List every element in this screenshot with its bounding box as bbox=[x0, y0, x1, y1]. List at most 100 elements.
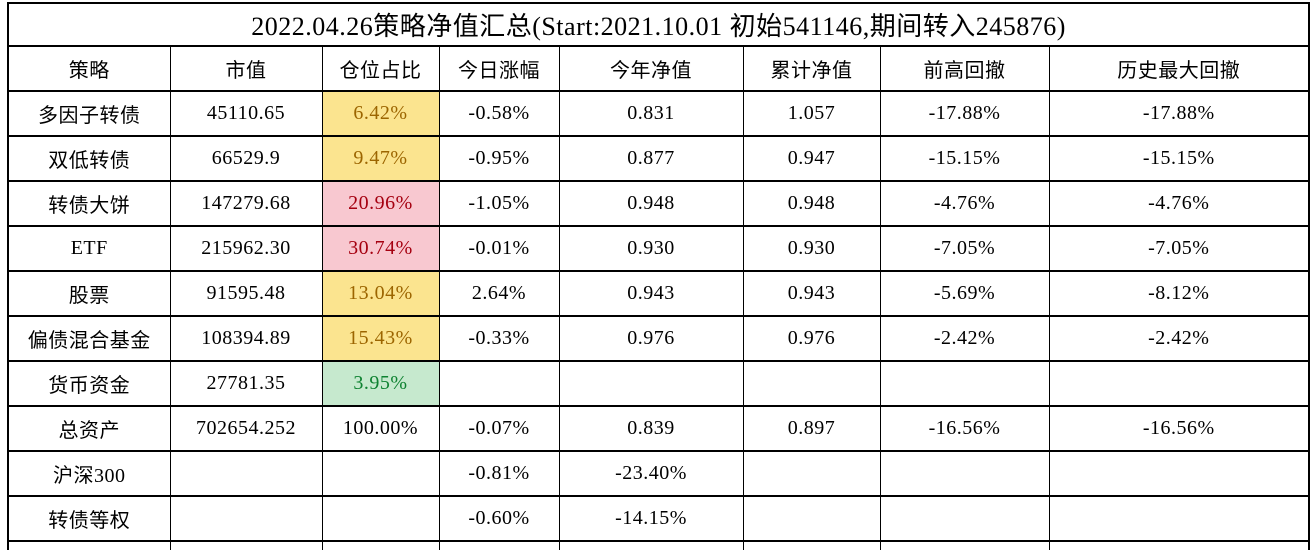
cell-empty bbox=[742, 540, 881, 550]
table-row: 转债大饼 147279.68 20.96% -1.05% 0.948 0.948 -4.76… bbox=[7, 180, 1310, 227]
cell-cum_nav bbox=[742, 450, 881, 497]
cell-ytd_nav: 0.976 bbox=[558, 315, 744, 362]
cell-market_value: 147279.68 bbox=[169, 180, 323, 227]
cell-today_change: -0.81% bbox=[438, 450, 560, 497]
cell-ytd_nav: 0.943 bbox=[558, 270, 744, 317]
cell-position: 100.00% bbox=[321, 405, 440, 452]
cell-strategy: 双低转债 bbox=[7, 135, 171, 182]
cell-position: 3.95% bbox=[321, 360, 440, 407]
cell-market_value bbox=[169, 495, 323, 542]
header-row: 策略 市值 仓位占比 今日涨幅 今年净值 累计净值 前高回撤 历史最大回撤 bbox=[7, 45, 1310, 92]
cell-drawdown_from_high: -15.15% bbox=[879, 135, 1050, 182]
partial-row bbox=[7, 540, 1310, 550]
column-header-today_change: 今日涨幅 bbox=[438, 45, 560, 92]
cell-empty bbox=[321, 540, 440, 550]
cell-max_drawdown: -4.76% bbox=[1048, 180, 1310, 227]
cell-drawdown_from_high: -16.56% bbox=[879, 405, 1050, 452]
cell-empty bbox=[1048, 540, 1310, 550]
cell-strategy: 股票 bbox=[7, 270, 171, 317]
cell-max_drawdown bbox=[1048, 360, 1310, 407]
table-row: 双低转债 66529.9 9.47% -0.95% 0.877 0.947 -15.15% -… bbox=[7, 135, 1310, 182]
cell-strategy: 转债等权 bbox=[7, 495, 171, 542]
cell-empty bbox=[879, 540, 1050, 550]
table-row: ETF 215962.30 30.74% -0.01% 0.930 0.930 -7.05%… bbox=[7, 225, 1310, 272]
table-row: 转债等权 -0.60% -14.15% bbox=[7, 495, 1310, 542]
cell-drawdown_from_high bbox=[879, 450, 1050, 497]
cell-max_drawdown: -16.56% bbox=[1048, 405, 1310, 452]
table-row: 股票 91595.48 13.04% 2.64% 0.943 0.943 -5.69% -8.… bbox=[7, 270, 1310, 317]
cell-max_drawdown bbox=[1048, 450, 1310, 497]
cell-market_value: 108394.89 bbox=[169, 315, 323, 362]
column-header-cum_nav: 累计净值 bbox=[742, 45, 881, 92]
cell-position: 13.04% bbox=[321, 270, 440, 317]
cell-strategy: 多因子转债 bbox=[7, 90, 171, 137]
cell-drawdown_from_high: -7.05% bbox=[879, 225, 1050, 272]
cell-today_change: -0.58% bbox=[438, 90, 560, 137]
cell-cum_nav bbox=[742, 495, 881, 542]
cell-drawdown_from_high: -2.42% bbox=[879, 315, 1050, 362]
column-header-strategy: 策略 bbox=[7, 45, 171, 92]
cell-max_drawdown: -2.42% bbox=[1048, 315, 1310, 362]
cell-position bbox=[321, 450, 440, 497]
cell-ytd_nav: 0.948 bbox=[558, 180, 744, 227]
cell-today_change: -0.33% bbox=[438, 315, 560, 362]
cell-market_value: 215962.30 bbox=[169, 225, 323, 272]
cell-drawdown_from_high: -4.76% bbox=[879, 180, 1050, 227]
cell-max_drawdown: -15.15% bbox=[1048, 135, 1310, 182]
column-header-drawdown_from_high: 前高回撤 bbox=[879, 45, 1050, 92]
cell-cum_nav: 0.897 bbox=[742, 405, 881, 452]
table-row: 多因子转债 45110.65 6.42% -0.58% 0.831 1.057 -17.88… bbox=[7, 90, 1310, 137]
table-row: 总资产 702654.252 100.00% -0.07% 0.839 0.897 -16.… bbox=[7, 405, 1310, 452]
cell-cum_nav: 0.930 bbox=[742, 225, 881, 272]
cell-max_drawdown: -7.05% bbox=[1048, 225, 1310, 272]
cell-today_change: -1.05% bbox=[438, 180, 560, 227]
cell-market_value: 702654.252 bbox=[169, 405, 323, 452]
cell-cum_nav: 0.943 bbox=[742, 270, 881, 317]
cell-strategy: 偏债混合基金 bbox=[7, 315, 171, 362]
cell-market_value: 27781.35 bbox=[169, 360, 323, 407]
cell-market_value: 45110.65 bbox=[169, 90, 323, 137]
cell-empty bbox=[169, 540, 323, 550]
cell-drawdown_from_high: -5.69% bbox=[879, 270, 1050, 317]
table-title: 2022.04.26策略净值汇总(Start:2021.10.01 初始5411… bbox=[7, 2, 1310, 47]
cell-cum_nav: 1.057 bbox=[742, 90, 881, 137]
cell-ytd_nav: 0.839 bbox=[558, 405, 744, 452]
cell-empty bbox=[7, 540, 171, 550]
cell-today_change: -0.07% bbox=[438, 405, 560, 452]
strategy-nav-table: 2022.04.26策略净值汇总(Start:2021.10.01 初始5411… bbox=[7, 2, 1311, 550]
cell-drawdown_from_high bbox=[879, 495, 1050, 542]
cell-max_drawdown bbox=[1048, 495, 1310, 542]
column-header-max_drawdown: 历史最大回撤 bbox=[1048, 45, 1310, 92]
cell-today_change: -0.95% bbox=[438, 135, 560, 182]
cell-position: 20.96% bbox=[321, 180, 440, 227]
cell-ytd_nav: -14.15% bbox=[558, 495, 744, 542]
cell-empty bbox=[438, 540, 560, 550]
cell-strategy: ETF bbox=[7, 225, 171, 272]
column-header-ytd_nav: 今年净值 bbox=[558, 45, 744, 92]
column-header-market_value: 市值 bbox=[169, 45, 323, 92]
title-row: 2022.04.26策略净值汇总(Start:2021.10.01 初始5411… bbox=[7, 2, 1310, 47]
cell-position: 6.42% bbox=[321, 90, 440, 137]
cell-ytd_nav: 0.930 bbox=[558, 225, 744, 272]
cell-market_value: 91595.48 bbox=[169, 270, 323, 317]
cell-cum_nav: 0.976 bbox=[742, 315, 881, 362]
cell-today_change: -0.60% bbox=[438, 495, 560, 542]
column-header-position: 仓位占比 bbox=[321, 45, 440, 92]
cell-strategy: 总资产 bbox=[7, 405, 171, 452]
cell-max_drawdown: -8.12% bbox=[1048, 270, 1310, 317]
cell-today_change: 2.64% bbox=[438, 270, 560, 317]
cell-ytd_nav: 0.831 bbox=[558, 90, 744, 137]
cell-today_change bbox=[438, 360, 560, 407]
cell-today_change: -0.01% bbox=[438, 225, 560, 272]
cell-position: 30.74% bbox=[321, 225, 440, 272]
cell-ytd_nav: 0.877 bbox=[558, 135, 744, 182]
cell-ytd_nav: -23.40% bbox=[558, 450, 744, 497]
cell-cum_nav: 0.948 bbox=[742, 180, 881, 227]
table-row: 偏债混合基金 108394.89 15.43% -0.33% 0.976 0.976 -2.… bbox=[7, 315, 1310, 362]
cell-position: 15.43% bbox=[321, 315, 440, 362]
table-body: 多因子转债 45110.65 6.42% -0.58% 0.831 1.057 -17.88… bbox=[7, 90, 1310, 550]
cell-market_value bbox=[169, 450, 323, 497]
cell-empty bbox=[558, 540, 744, 550]
cell-position: 9.47% bbox=[321, 135, 440, 182]
